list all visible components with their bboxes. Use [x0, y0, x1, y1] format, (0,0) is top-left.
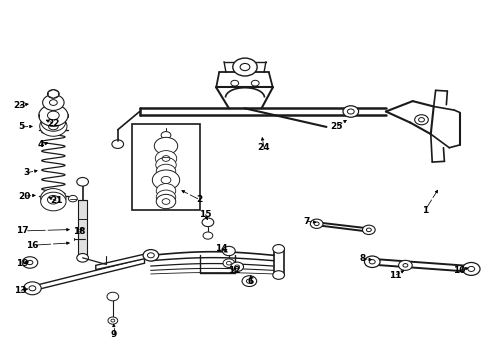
Circle shape: [310, 219, 323, 228]
Circle shape: [230, 262, 243, 271]
Circle shape: [152, 170, 179, 190]
Circle shape: [272, 244, 284, 253]
Text: 3: 3: [23, 168, 29, 177]
Circle shape: [41, 113, 65, 131]
Circle shape: [107, 292, 119, 301]
Text: 14: 14: [214, 244, 227, 253]
Text: 20: 20: [18, 192, 30, 201]
Text: 19: 19: [16, 259, 29, 268]
Circle shape: [156, 184, 175, 198]
Text: 10: 10: [452, 266, 464, 275]
Circle shape: [272, 271, 284, 279]
Polygon shape: [34, 258, 144, 291]
Circle shape: [156, 157, 176, 172]
Text: 21: 21: [50, 196, 63, 205]
Polygon shape: [48, 90, 58, 98]
Circle shape: [342, 106, 358, 117]
Text: 15: 15: [199, 210, 211, 219]
Text: 22: 22: [47, 119, 60, 128]
Text: 17: 17: [16, 226, 29, 235]
Bar: [78, 200, 87, 255]
Text: 18: 18: [73, 228, 86, 237]
Text: 16: 16: [26, 241, 39, 250]
Circle shape: [202, 218, 213, 226]
Circle shape: [156, 164, 175, 179]
Text: 23: 23: [13, 101, 25, 110]
Text: 1: 1: [421, 206, 427, 215]
Circle shape: [154, 137, 177, 154]
Circle shape: [41, 189, 66, 207]
Circle shape: [39, 105, 68, 126]
Circle shape: [42, 95, 64, 111]
Circle shape: [47, 90, 59, 98]
Bar: [132, 125, 199, 211]
Circle shape: [108, 317, 118, 324]
Text: 8: 8: [359, 255, 365, 264]
Circle shape: [156, 190, 175, 204]
Circle shape: [203, 232, 212, 239]
Text: 25: 25: [329, 122, 342, 131]
Circle shape: [156, 194, 175, 209]
Text: 13: 13: [14, 286, 26, 295]
Circle shape: [77, 177, 88, 186]
Circle shape: [41, 192, 66, 211]
Circle shape: [398, 260, 411, 270]
Circle shape: [222, 246, 235, 256]
Text: 24: 24: [257, 143, 270, 152]
Circle shape: [232, 58, 257, 76]
Text: 12: 12: [228, 266, 241, 275]
Circle shape: [143, 249, 158, 261]
Circle shape: [362, 225, 374, 234]
Text: 7: 7: [303, 217, 309, 226]
Text: 5: 5: [18, 122, 24, 131]
Circle shape: [23, 282, 41, 295]
Text: 6: 6: [247, 276, 253, 285]
Circle shape: [42, 111, 64, 126]
Text: 4: 4: [38, 140, 44, 149]
Circle shape: [77, 253, 88, 262]
Circle shape: [22, 257, 38, 268]
Text: 2: 2: [196, 195, 203, 204]
Circle shape: [161, 132, 170, 139]
Polygon shape: [96, 252, 152, 270]
Circle shape: [242, 276, 256, 287]
Circle shape: [364, 256, 379, 267]
Circle shape: [462, 262, 479, 275]
Text: 11: 11: [388, 270, 401, 279]
Text: 9: 9: [110, 330, 117, 339]
Circle shape: [223, 259, 234, 267]
Circle shape: [155, 150, 176, 166]
Circle shape: [40, 116, 67, 136]
